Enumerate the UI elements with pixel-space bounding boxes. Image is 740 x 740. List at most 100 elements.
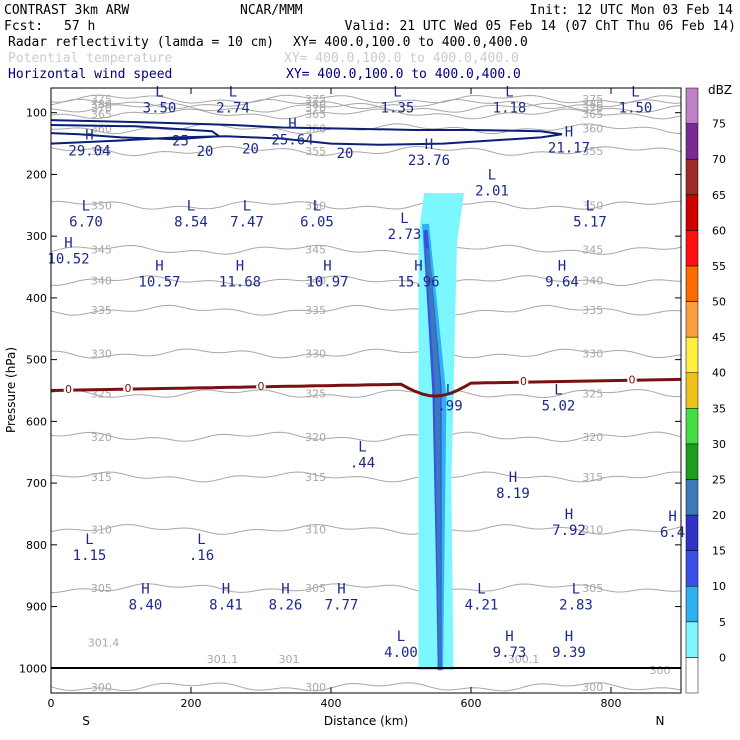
y-tick-label: 500: [26, 354, 47, 367]
theta-label-335: 335: [305, 304, 326, 317]
colorbar-swatch: [685, 657, 699, 694]
freezing-level-label: 0: [65, 383, 72, 396]
wind-contour-label: 20: [242, 142, 259, 158]
theta-label-365: 365: [582, 108, 603, 121]
theta-label-315: 315: [91, 471, 112, 484]
model-title: CONTRAST 3km ARW: [4, 3, 129, 18]
header: CONTRAST 3km ARW NCAR/MMM Init: 12 UTC M…: [4, 3, 736, 34]
extreme-kind-H: H: [222, 581, 230, 597]
extreme-value: 4.21: [465, 597, 499, 613]
theta-contour-345: [50, 244, 682, 255]
reflectivity-25dbz: [425, 248, 441, 671]
field-name-wind: Horizontal wind speed: [8, 67, 172, 82]
theta-contour-330: [50, 348, 682, 359]
theta-label-360: 360: [305, 123, 326, 136]
extreme-value: 2.74: [216, 100, 250, 116]
y-tick-label: 400: [26, 292, 47, 305]
extreme-value: 8.26: [269, 597, 303, 613]
theta-label-325: 325: [305, 388, 326, 401]
colorbar-swatch: [685, 621, 699, 658]
colorbar-unit: dBZ: [708, 83, 732, 97]
x-tick-label: 400: [321, 697, 342, 710]
colorbar-label: 20: [712, 509, 726, 522]
extreme-kind-H: H: [288, 116, 296, 132]
colorbar-swatch: [685, 265, 699, 302]
extreme-value: 5.02: [542, 399, 576, 415]
theta-label-310: 310: [305, 523, 326, 536]
reflectivity-15dbz: [423, 229, 442, 671]
colorbar-label: 75: [712, 118, 726, 131]
x-tick-label: 0: [48, 697, 55, 710]
theta-value-label: 300.1: [508, 653, 540, 666]
colorbar-swatch: [685, 585, 699, 623]
extreme-kind-H: H: [236, 258, 244, 274]
extreme-kind-H: H: [509, 470, 517, 486]
y-tick-label: 1000: [19, 662, 47, 675]
extreme-kind-L: L: [477, 581, 485, 597]
extreme-value: .99: [437, 399, 462, 415]
colorbar-label: 35: [712, 402, 726, 415]
extreme-value: 15.96: [397, 274, 439, 290]
extreme-kind-H: H: [141, 581, 149, 597]
extreme-value: 6.05: [300, 215, 334, 231]
theta-label-320: 320: [305, 431, 326, 444]
y-tick-label: 200: [26, 168, 47, 181]
x-axis-title: Distance (km): [324, 714, 408, 728]
theta-label-340: 340: [582, 275, 603, 288]
extreme-kind-L: L: [82, 199, 90, 215]
theta-contour-375: [50, 94, 682, 104]
freezing-label-bg: [256, 383, 266, 390]
theta-label-380: 380: [305, 98, 326, 111]
theta-label-340: 340: [305, 275, 326, 288]
extreme-kind-L: L: [572, 581, 580, 597]
freezing-label-bg: [123, 386, 133, 393]
extreme-value: 10.97: [306, 274, 348, 290]
extreme-kind-H: H: [505, 629, 513, 645]
theta-contour-335: [50, 304, 682, 316]
field-xy-wind: XY= 400.0,100.0 to 400.0,400.0: [286, 67, 521, 82]
y-tick-label: 300: [26, 230, 47, 243]
theta-value-label: 301.4: [88, 636, 120, 649]
extreme-kind-L: L: [586, 199, 594, 215]
freezing-level-label: 0: [629, 373, 636, 386]
theta-label-300: 300: [305, 681, 326, 694]
theta-label-330: 330: [305, 347, 326, 360]
theta-label-305: 305: [582, 582, 603, 595]
theta-label-370: 370: [305, 102, 326, 115]
extreme-value: 1.15: [73, 548, 107, 564]
theta-value-label: 301.1: [207, 653, 239, 666]
theta-label-365: 365: [91, 108, 112, 121]
extreme-value: 4.00: [384, 645, 418, 661]
extreme-value: .44: [350, 455, 375, 471]
freezing-label-bg: [627, 377, 637, 384]
field-xy-theta: XY= 400.0,100.0 to 400.0,400.0: [284, 51, 519, 66]
freezing-level-layer: 0 0 0 0 0: [50, 373, 682, 398]
extreme-kind-H: H: [323, 258, 331, 274]
extreme-kind-H: H: [414, 258, 422, 274]
x-tick-label: 200: [181, 697, 202, 710]
extreme-kind-L: L: [197, 532, 205, 548]
theta-contour-305: [50, 583, 682, 594]
theta-label-355: 355: [582, 145, 603, 158]
extreme-kind-L: L: [397, 629, 405, 645]
theta-label-310: 310: [582, 523, 603, 536]
extreme-value: 21.17: [548, 140, 590, 156]
theta-label-350: 350: [305, 199, 326, 212]
wind-contour-label: 20: [197, 144, 214, 160]
x-axis-left-end: S: [82, 714, 90, 728]
extreme-kind-L: L: [400, 211, 408, 227]
theta-label-355: 355: [305, 145, 326, 158]
extreme-kind-L: L: [313, 199, 321, 215]
theta-contour-300: [50, 682, 682, 692]
theta-label-335: 335: [91, 304, 112, 317]
theta-contour-340: [50, 275, 682, 287]
colorbar-swatch: [685, 479, 699, 516]
colorbar-swatch: [685, 87, 699, 124]
fcst-value: 57 h: [64, 19, 95, 34]
colorbar-swatch: [685, 550, 699, 587]
extreme-kind-L: L: [631, 84, 639, 100]
field-name-theta: Potential temperature: [8, 51, 173, 66]
extreme-kind-H: H: [337, 581, 345, 597]
extreme-value: 6.4: [660, 525, 685, 541]
theta-value-label: 300: [650, 664, 671, 677]
